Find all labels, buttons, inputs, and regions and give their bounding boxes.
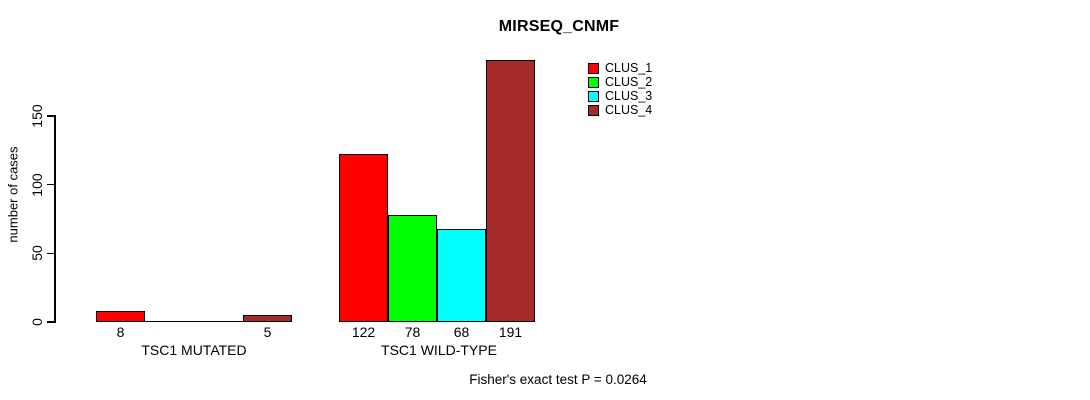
bar-clus-3-tsc1-wild-type [437, 228, 486, 322]
legend-item-clus-4: CLUS_4 [588, 104, 652, 118]
bar-clus-4-tsc1-mutated [243, 315, 292, 322]
y-axis-tick-150 [47, 115, 55, 117]
bar-value-label-clus-4-tsc1-wild-type: 191 [498, 324, 523, 340]
legend-label-clus-3: CLUS_3 [605, 89, 653, 104]
y-axis-tick-label-150: 150 [29, 104, 45, 128]
y-axis-line [54, 115, 56, 323]
x-category-label-tsc1-mutated: TSC1 MUTATED [141, 342, 247, 358]
fisher-test-caption: Fisher's exact test P = 0.0264 [469, 372, 647, 387]
legend-label-clus-2: CLUS_2 [605, 75, 653, 90]
y-axis-tick-50 [47, 252, 55, 255]
bar-clus-1-tsc1-mutated [96, 311, 145, 322]
bar-value-label-clus-1-tsc1-mutated: 8 [116, 324, 125, 340]
bar-clus-4-tsc1-wild-type [486, 59, 535, 322]
bar-clus-3-tsc1-mutated-zero [194, 320, 243, 322]
bar-clus-2-tsc1-mutated-zero [145, 320, 194, 322]
y-axis-tick-label-50: 50 [29, 245, 45, 262]
bar-value-label-clus-4-tsc1-mutated: 5 [263, 324, 272, 340]
legend-item-clus-1: CLUS_1 [588, 61, 652, 75]
y-axis-tick-label-100: 100 [29, 172, 45, 197]
legend-swatch-clus-4 [588, 105, 599, 117]
bar-clus-2-tsc1-wild-type [388, 214, 437, 322]
bar-value-label-clus-2-tsc1-wild-type: 78 [404, 324, 421, 340]
bar-value-label-clus-3-tsc1-wild-type: 68 [453, 324, 470, 340]
chart-title: MIRSEQ_CNMF [498, 18, 620, 35]
y-axis-tick-0 [47, 321, 55, 323]
y-axis-title: number of cases [5, 146, 21, 243]
legend-swatch-clus-3 [588, 90, 599, 102]
legend-label-clus-1: CLUS_1 [605, 60, 653, 75]
y-axis-tick-100 [47, 183, 55, 186]
legend: CLUS_1 CLUS_2 CLUS_3 CLUS_4 [588, 61, 652, 118]
legend-swatch-clus-2 [588, 76, 599, 88]
legend-item-clus-3: CLUS_3 [588, 89, 652, 103]
x-category-label-tsc1-wild-type: TSC1 WILD-TYPE [381, 342, 497, 358]
legend-swatch-clus-1 [588, 62, 599, 74]
legend-item-clus-2: CLUS_2 [588, 75, 652, 89]
y-axis-tick-label-0: 0 [29, 318, 45, 326]
legend-label-clus-4: CLUS_4 [605, 103, 653, 118]
bar-clus-1-tsc1-wild-type [339, 154, 388, 322]
bar-value-label-clus-1-tsc1-wild-type: 122 [351, 324, 376, 340]
